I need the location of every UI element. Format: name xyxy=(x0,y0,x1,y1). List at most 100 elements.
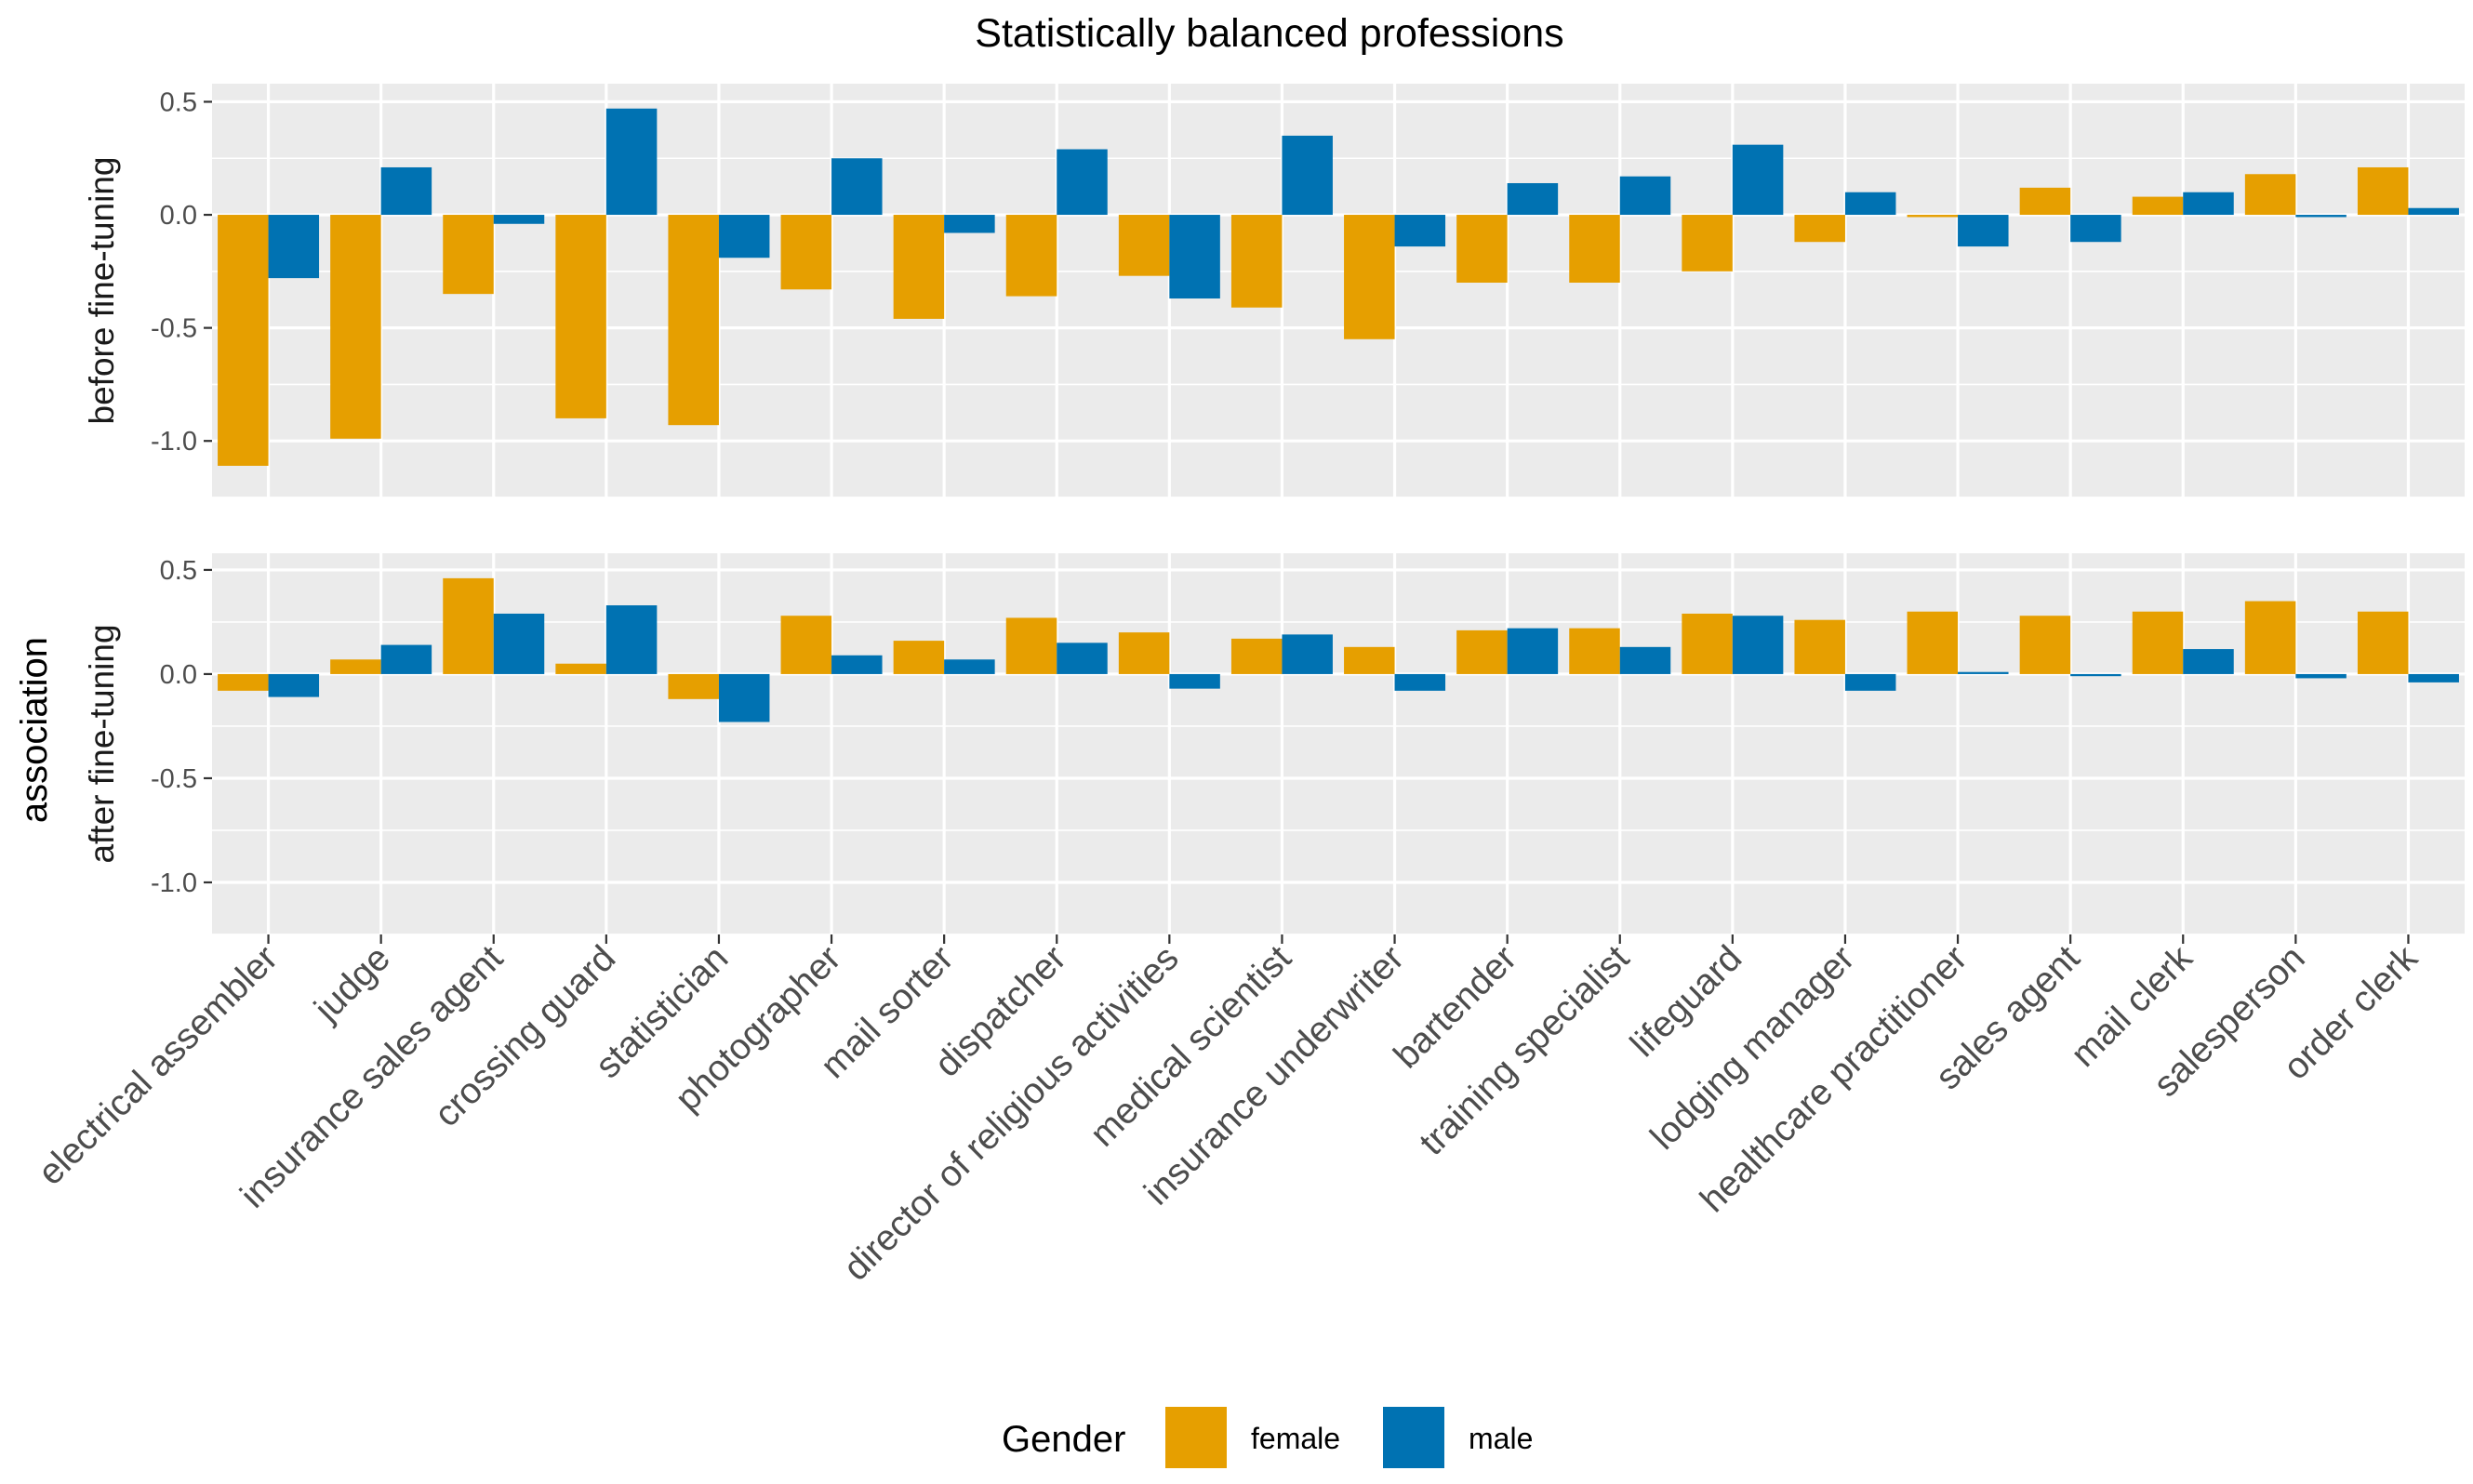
bar-female xyxy=(1682,215,1733,272)
bar-male xyxy=(605,605,658,674)
y-tick-label: -1.0 xyxy=(151,868,197,898)
bar-female xyxy=(1005,617,1057,674)
bar-female xyxy=(893,215,945,319)
bar-female xyxy=(668,215,719,426)
bar-male xyxy=(493,613,545,674)
legend-key-male xyxy=(1383,1407,1444,1468)
legend-title: Gender xyxy=(1002,1419,1125,1460)
x-tick-label: electrical assembler xyxy=(31,938,286,1193)
bar-male xyxy=(1057,643,1108,674)
bar-male xyxy=(1619,176,1671,216)
bar-male xyxy=(2408,207,2459,216)
bar-female xyxy=(1118,632,1170,674)
panels: -1.0 -0.5 0.0 0.5 before fine-tuning -1.0 -0.5… xyxy=(83,84,2465,935)
bar-male xyxy=(2408,673,2459,682)
bar-male xyxy=(2295,673,2347,679)
bar-male xyxy=(1057,149,1108,216)
bar-female xyxy=(2244,174,2296,216)
facet-label: before fine-tuning xyxy=(83,157,121,425)
bar-male xyxy=(1732,616,1784,674)
bar-female xyxy=(1230,215,1283,308)
bar-male xyxy=(380,166,432,216)
bar-female xyxy=(1794,619,1845,674)
bar-female xyxy=(668,673,719,699)
bar-female xyxy=(1118,215,1170,276)
bar-male xyxy=(718,215,770,258)
bar-male xyxy=(1282,634,1333,674)
bar-female xyxy=(1907,215,1959,218)
bar-male xyxy=(1282,135,1333,216)
bar-male xyxy=(1394,215,1446,247)
bar-male xyxy=(831,655,883,674)
bar-female xyxy=(1005,215,1057,297)
bar-male xyxy=(268,673,320,697)
bar-female xyxy=(330,659,381,674)
bar-male xyxy=(2183,649,2234,674)
y-tick-label: 0.5 xyxy=(160,87,197,117)
bar-male xyxy=(1169,215,1220,299)
chart-title: Statistically balanced professions xyxy=(975,11,1563,56)
bar-male xyxy=(718,673,770,722)
bar-female xyxy=(1569,628,1620,674)
bar-male xyxy=(493,215,545,224)
panel-background xyxy=(212,84,2465,497)
bar-female xyxy=(893,641,945,674)
bar-female xyxy=(1344,215,1395,339)
y-tick-label: -1.0 xyxy=(151,427,197,457)
bar-female xyxy=(2132,196,2184,216)
bar-female xyxy=(443,215,494,295)
legend: Gender female male xyxy=(1002,1407,1533,1468)
bar-female xyxy=(2357,611,2409,674)
bar-female xyxy=(780,215,832,290)
bar-male xyxy=(1169,673,1220,689)
bar-female xyxy=(1682,613,1733,674)
bar-male xyxy=(1732,144,1784,216)
y-tick-label: -0.5 xyxy=(151,764,197,794)
facet-label: after fine-tuning xyxy=(83,624,121,863)
bar-male xyxy=(605,108,658,216)
x-tick-label: lodging manager xyxy=(1642,938,1862,1158)
x-tick-label: judge xyxy=(306,938,398,1030)
bar-male xyxy=(831,158,883,216)
bar-female xyxy=(555,215,606,418)
bar-female xyxy=(1344,646,1395,674)
bar-male xyxy=(1958,671,2009,674)
bar-female xyxy=(1794,215,1845,243)
bar-male xyxy=(1394,673,1446,691)
bar-male xyxy=(268,215,320,279)
y-tick-label: 0.5 xyxy=(160,556,197,586)
bar-female xyxy=(330,215,381,439)
y-tick-label: 0.0 xyxy=(160,201,197,231)
legend-label-male: male xyxy=(1469,1422,1533,1455)
bar-male xyxy=(1507,628,1559,674)
bar-male xyxy=(1619,646,1671,674)
bar-female xyxy=(2132,611,2184,674)
bar-male xyxy=(944,659,995,674)
legend-key-female xyxy=(1165,1407,1227,1468)
y-tick-label: -0.5 xyxy=(151,314,197,344)
bar-female xyxy=(1569,215,1620,283)
y-tick-label: 0.0 xyxy=(160,660,197,690)
bar-female xyxy=(218,673,269,691)
bar-female xyxy=(1907,611,1959,674)
bar-female xyxy=(218,215,269,466)
bar-female xyxy=(2244,601,2296,674)
bar-female xyxy=(1230,638,1283,674)
y-axis-title: association xyxy=(14,637,55,823)
bar-male xyxy=(1844,673,1896,691)
bar-female xyxy=(780,616,832,674)
panel-before: -1.0 -0.5 0.0 0.5 before fine-tuning xyxy=(83,84,2465,498)
bar-male xyxy=(2070,215,2121,243)
legend-label-female: female xyxy=(1251,1422,1340,1455)
bar-male xyxy=(1844,192,1896,216)
bar-male xyxy=(1507,182,1559,216)
panel-after: -1.0 -0.5 0.0 0.5 after fine-tuning xyxy=(83,553,2465,935)
bar-female xyxy=(443,577,494,674)
bar-male xyxy=(2183,192,2234,216)
bar-female xyxy=(2357,166,2409,216)
x-tick-label: training specialist xyxy=(1412,938,1637,1163)
bar-female xyxy=(2019,616,2071,674)
x-tick-label: medical scientist xyxy=(1083,938,1299,1155)
